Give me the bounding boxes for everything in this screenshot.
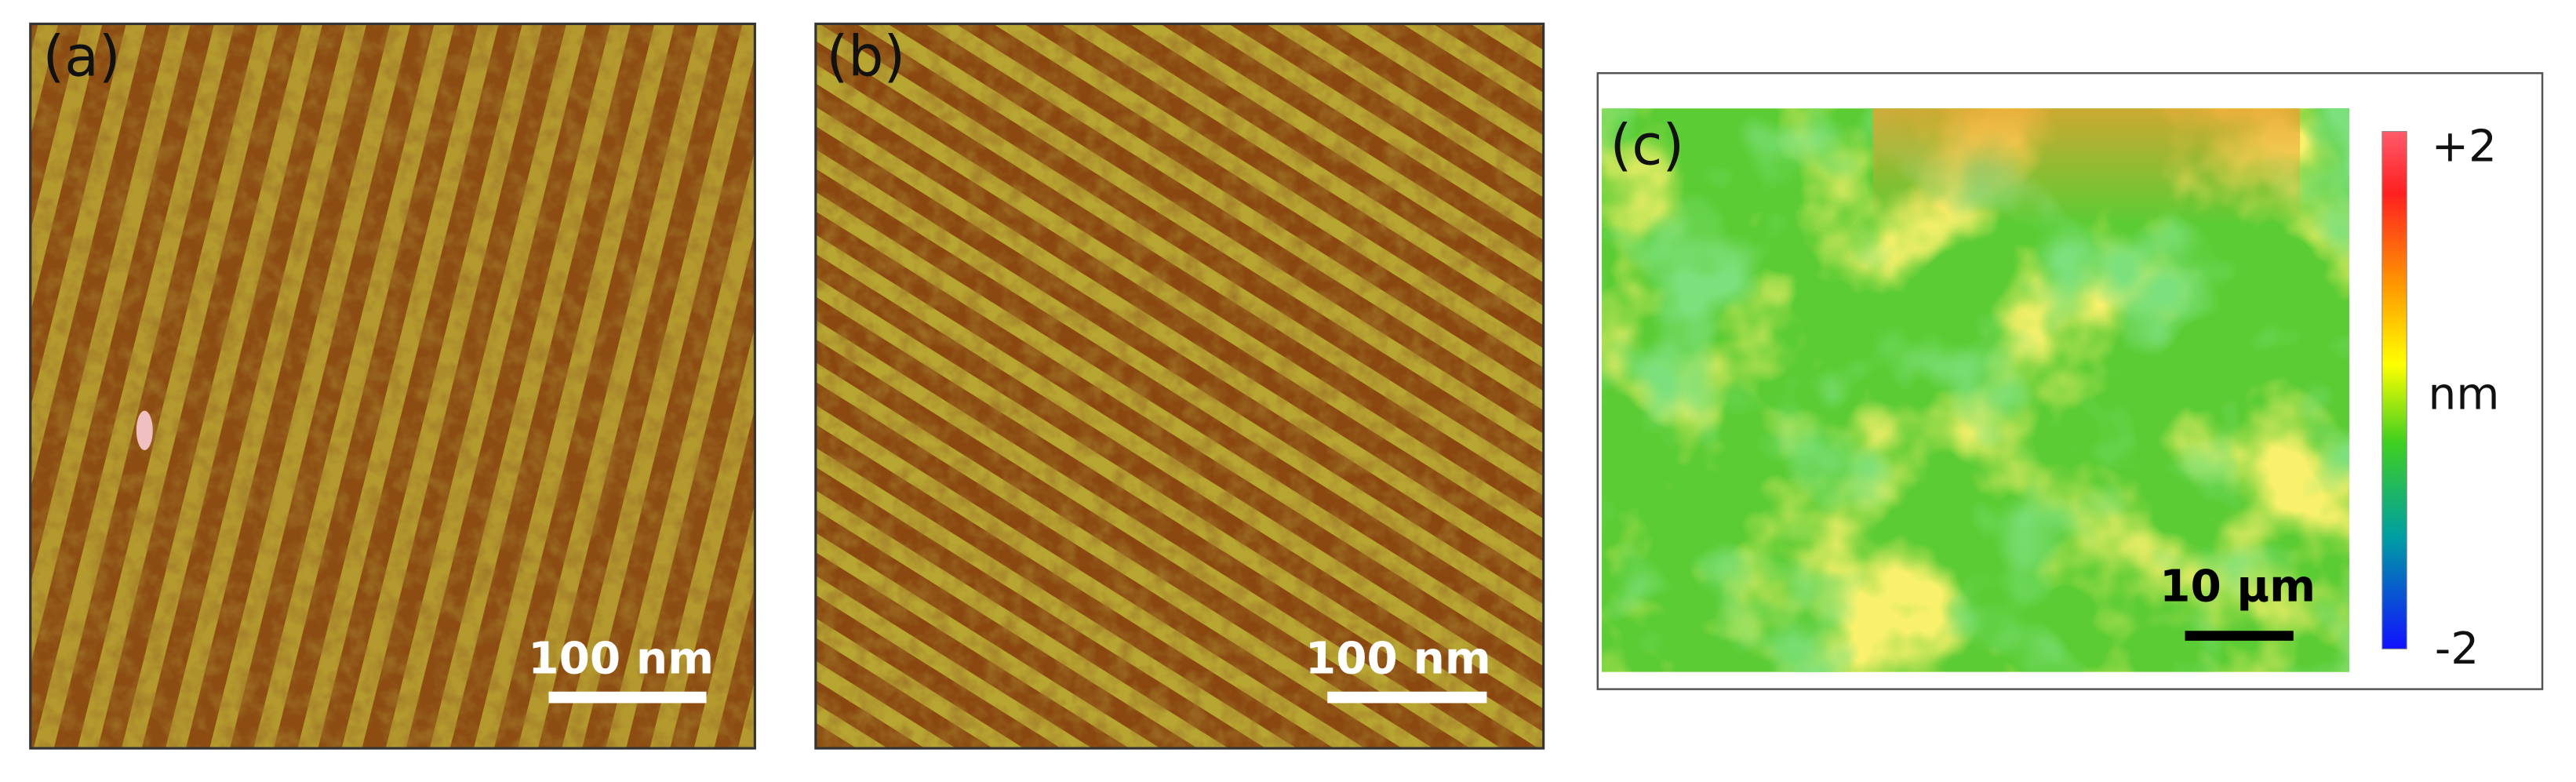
height-map-texture [1872,108,2301,224]
scale-bar [1327,691,1487,704]
colorbar-max-label: +2 [2432,121,2497,172]
panel-label: (c) [1610,112,1685,177]
scale-bar [2185,631,2294,641]
scale-bar-label: 10 µm [2159,562,2316,613]
image-texture [31,24,755,747]
scale-bar-label: 100 nm [528,634,714,685]
colorbar [2381,131,2407,649]
panel-c: (c) 10 µm +2 nm -2 [1596,71,2544,690]
panel-label: (b) [826,24,905,89]
panel-b: (b) 100 nm [814,22,1545,750]
colorbar-min-label: -2 [2435,624,2479,675]
colorbar-unit: nm [2429,369,2500,420]
frame [814,22,1545,750]
scale-bar-label: 100 nm [1305,634,1491,685]
panel-a: (a) 100 nm [29,22,756,750]
image-texture [816,24,1543,747]
panel-label: (a) [42,24,120,89]
particle [136,410,153,450]
frame [29,22,756,750]
scale-bar [548,691,707,704]
